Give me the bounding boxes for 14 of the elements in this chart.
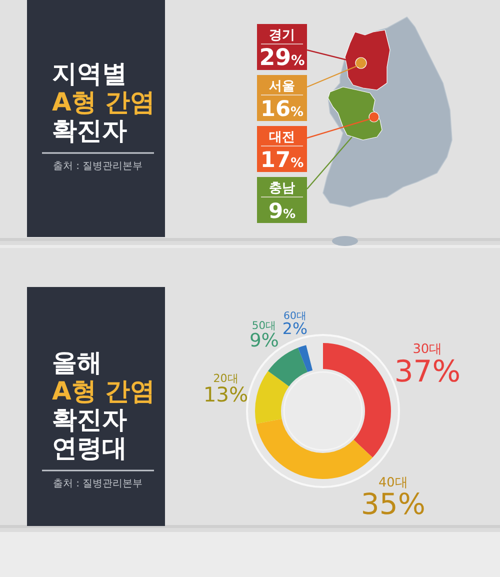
source-note: 출처 : 질병관리본부 [53, 161, 143, 172]
category-label: 충남 [269, 181, 295, 196]
category-label: 경기 [269, 28, 295, 43]
text: 지역별 A형 간염 확진자 [52, 59, 156, 145]
data-label: 29% [259, 45, 306, 71]
data-label: 9% [268, 199, 296, 223]
data-label: 17% [260, 148, 304, 173]
data-label: 16% [260, 97, 304, 122]
category-label: 대전 [269, 130, 295, 145]
data-label: 9% [249, 330, 279, 352]
category-label: 서울 [269, 79, 295, 94]
slice-label: 50대 [252, 318, 277, 332]
source-note: 출처 : 질병관리본부 [53, 478, 143, 490]
text: 올해 A형 간염 확진자 연령대 [52, 348, 156, 462]
